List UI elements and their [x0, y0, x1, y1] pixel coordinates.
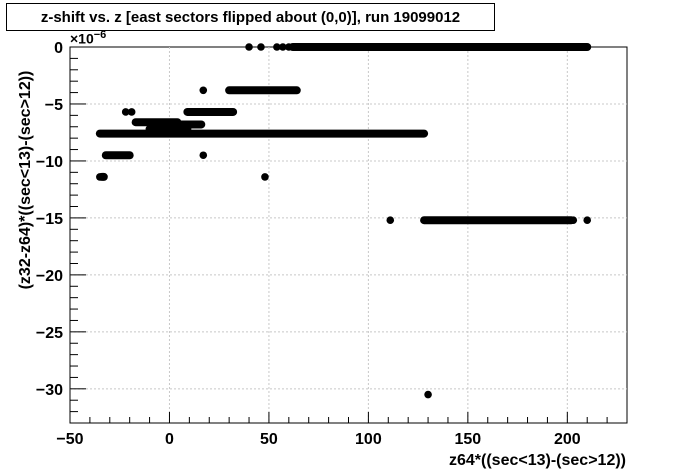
data-point	[121, 108, 130, 116]
x-tick-label: 150	[455, 431, 482, 448]
data-point	[583, 216, 592, 224]
chart-title-box: z-shift vs. z [east sectors flipped abou…	[6, 3, 495, 31]
data-point	[199, 151, 208, 160]
plot-frame	[69, 46, 628, 424]
y-axis-ticks: 0 −5 −10 −15 −20 −25 −30	[36, 40, 86, 424]
data-point	[424, 390, 432, 399]
x-tick-label: 50	[260, 431, 278, 448]
data-markers	[95, 43, 592, 399]
y-axis-label: (z32-z64)*((sec<13)-(sec>12))	[17, 70, 34, 290]
x-axis-ticks: −50 0 50 100 150 200	[56, 412, 628, 448]
y-multiplier-exponent: −6	[93, 29, 107, 41]
y-tick-label: −10	[36, 154, 63, 171]
y-tick-label: −20	[36, 268, 63, 285]
x-axis-label: z64*((sec<13)-(sec>12))	[449, 452, 626, 469]
data-point	[245, 43, 253, 51]
y-tick-label: −25	[36, 325, 63, 342]
x-tick-label: 100	[355, 431, 382, 448]
y-tick-label: 0	[54, 40, 63, 57]
y-tick-label: −30	[36, 382, 63, 399]
data-point	[273, 43, 281, 51]
data-point	[261, 173, 269, 181]
data-point	[279, 43, 287, 51]
data-point	[257, 43, 265, 51]
grid-lines	[70, 47, 627, 423]
x-tick-label: 0	[165, 431, 174, 448]
y-axis-multiplier: ×10−6	[70, 29, 106, 47]
data-point	[386, 216, 395, 224]
x-tick-label: −50	[56, 431, 83, 448]
data-point	[579, 43, 588, 51]
data-point	[199, 86, 208, 95]
chart-title: z-shift vs. z [east sectors flipped abou…	[40, 8, 461, 26]
y-tick-label: −15	[36, 211, 63, 228]
data-point	[569, 216, 578, 224]
data-point	[285, 43, 293, 51]
data-point	[127, 108, 136, 116]
y-multiplier-base: ×10	[70, 30, 94, 47]
data-point	[96, 173, 104, 181]
data-point	[569, 43, 578, 51]
y-tick-label: −5	[45, 97, 63, 114]
x-tick-label: 200	[554, 431, 581, 448]
